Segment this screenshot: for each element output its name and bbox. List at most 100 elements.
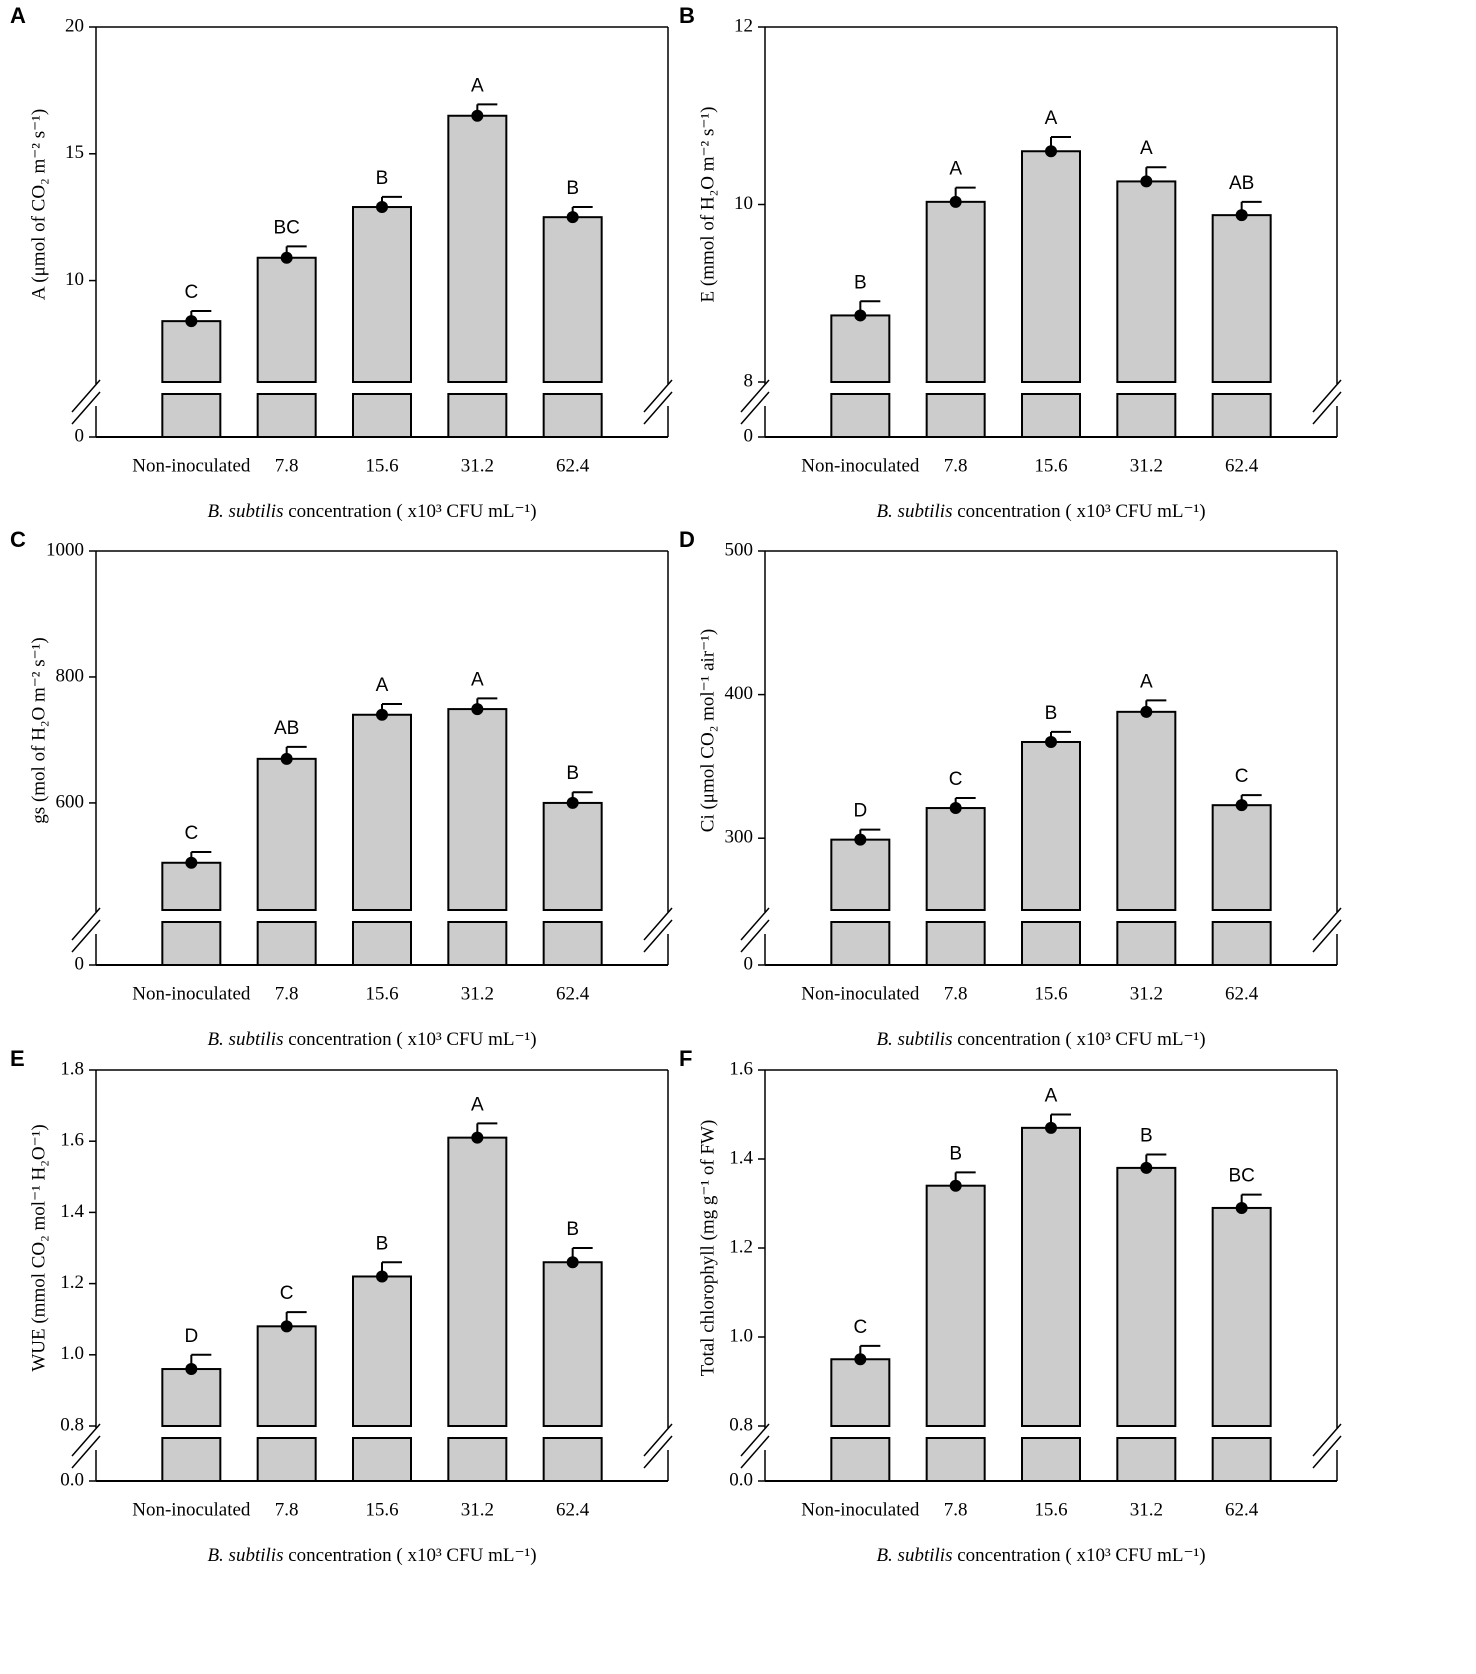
mean-marker bbox=[471, 1131, 484, 1144]
bar bbox=[161, 320, 222, 383]
mean-marker bbox=[1140, 1161, 1153, 1174]
x-axis-label: B. subtilis concentration ( x10³ CFU mL⁻… bbox=[876, 1545, 1205, 1566]
bar-base bbox=[830, 921, 891, 966]
bar-base bbox=[1211, 393, 1272, 438]
bar-base bbox=[161, 393, 222, 438]
significance-letter: BC bbox=[1228, 1166, 1254, 1187]
bar-base bbox=[352, 393, 412, 438]
axis-break bbox=[740, 1435, 770, 1469]
y-axis-label: Total chlorophyll (mg g⁻¹ of FW) bbox=[697, 1120, 718, 1377]
y-axis-label: E (mmol of H₂O m⁻² s⁻¹) bbox=[697, 107, 718, 303]
bar-base bbox=[1116, 393, 1177, 438]
axis-break bbox=[643, 1423, 673, 1457]
significance-letter: A bbox=[1045, 1086, 1058, 1107]
significance-letter: B bbox=[1140, 1126, 1153, 1147]
mean-marker bbox=[376, 201, 388, 214]
x-tick-label: 7.8 bbox=[944, 455, 968, 476]
bar-base bbox=[447, 1437, 508, 1482]
significance-letter: A bbox=[1140, 671, 1153, 692]
panel: A 0 10 15 20 A (μmol of CO₂ m⁻² s⁻¹) B. subtil… bbox=[10, 3, 673, 522]
significance-letter: A bbox=[1045, 108, 1058, 129]
y-tick-label: 1.0 bbox=[729, 1325, 753, 1346]
mean-marker bbox=[949, 1179, 962, 1192]
significance-letter: A bbox=[471, 75, 484, 96]
bar bbox=[542, 216, 603, 383]
mean-marker bbox=[854, 833, 867, 846]
significance-letter: B bbox=[376, 168, 389, 189]
significance-letter: B bbox=[949, 1143, 962, 1164]
x-axis-label-part: concentration ( x10³ CFU mL⁻¹) bbox=[952, 1545, 1205, 1566]
y-tick-label: 1.8 bbox=[60, 1058, 84, 1079]
significance-letter: A bbox=[471, 669, 484, 690]
panel-label: A bbox=[10, 3, 26, 28]
bar bbox=[352, 713, 412, 912]
panel-label: C bbox=[10, 527, 26, 552]
bar bbox=[447, 114, 508, 383]
x-tick-label: Non-inoculated bbox=[801, 983, 920, 1004]
x-tick-label: 7.8 bbox=[275, 1499, 299, 1520]
bar-base bbox=[1021, 921, 1081, 966]
bar bbox=[1116, 180, 1177, 383]
x-tick-label: 62.4 bbox=[556, 1499, 590, 1520]
axis-break bbox=[71, 379, 101, 413]
x-axis-label-part: B. subtilis bbox=[207, 1029, 283, 1050]
axis-break bbox=[71, 1435, 101, 1469]
x-tick-label: Non-inoculated bbox=[801, 1499, 920, 1520]
mean-marker bbox=[1235, 209, 1248, 222]
y-tick-label: 0.0 bbox=[729, 1469, 753, 1490]
bar bbox=[1021, 740, 1081, 911]
axis-break bbox=[1312, 1423, 1342, 1457]
y-tick-label: 1000 bbox=[46, 539, 84, 560]
x-axis-label: B. subtilis concentration ( x10³ CFU mL⁻… bbox=[876, 1029, 1205, 1050]
bar-base bbox=[447, 921, 508, 966]
x-tick-label: 15.6 bbox=[1034, 455, 1067, 476]
x-axis-label-part: concentration ( x10³ CFU mL⁻¹) bbox=[952, 1029, 1205, 1050]
mean-marker bbox=[566, 211, 579, 224]
significance-letter: AB bbox=[1229, 173, 1254, 194]
axis-break bbox=[643, 379, 673, 413]
x-tick-label: 62.4 bbox=[1225, 983, 1259, 1004]
bar-base bbox=[542, 921, 603, 966]
x-tick-label: 31.2 bbox=[1130, 983, 1163, 1004]
bar bbox=[1021, 1126, 1081, 1427]
x-tick-label: 15.6 bbox=[1034, 1499, 1067, 1520]
x-axis-label-part: concentration ( x10³ CFU mL⁻¹) bbox=[283, 501, 536, 522]
significance-letter: B bbox=[1045, 703, 1058, 724]
y-axis-label: WUE (mmol CO₂ mol⁻¹ H₂O⁻¹) bbox=[28, 1124, 49, 1371]
bar-base bbox=[1116, 1437, 1177, 1482]
bar bbox=[161, 861, 222, 912]
mean-marker bbox=[1140, 175, 1153, 188]
axis-break bbox=[71, 919, 101, 953]
x-tick-label: 31.2 bbox=[461, 455, 494, 476]
x-tick-label: 31.2 bbox=[1130, 1499, 1163, 1520]
bar-base bbox=[161, 1437, 222, 1482]
bar bbox=[925, 807, 986, 912]
bar bbox=[925, 1184, 986, 1427]
bar-base bbox=[1021, 1437, 1081, 1482]
mean-marker bbox=[1235, 799, 1248, 812]
panel-label: B bbox=[679, 3, 695, 28]
x-axis-label: B. subtilis concentration ( x10³ CFU mL⁻… bbox=[876, 501, 1205, 522]
y-tick-label: 600 bbox=[56, 791, 85, 812]
axis-break bbox=[740, 907, 770, 941]
axis-break bbox=[740, 379, 770, 413]
axis-break bbox=[643, 391, 673, 425]
significance-letter: B bbox=[376, 1233, 389, 1254]
x-tick-label: 31.2 bbox=[1130, 455, 1163, 476]
significance-letter: C bbox=[1235, 766, 1249, 787]
x-axis-label: B. subtilis concentration ( x10³ CFU mL⁻… bbox=[207, 1545, 536, 1566]
axis-break bbox=[643, 919, 673, 953]
mean-marker bbox=[280, 752, 293, 765]
x-axis-label-part: B. subtilis bbox=[876, 1029, 952, 1050]
y-axis-label: Ci (μmol CO₂ mol⁻¹ air⁻¹) bbox=[697, 629, 718, 832]
bar bbox=[1211, 804, 1272, 911]
y-axis-label: gs (mol of H₂O m⁻² s⁻¹) bbox=[28, 637, 49, 823]
x-tick-label: 31.2 bbox=[461, 1499, 494, 1520]
axis-break bbox=[1312, 1435, 1342, 1469]
panel: F 0.0 0.8 1.0 1.2 1.4 1.6 Total chlorophyll (mg… bbox=[679, 1046, 1342, 1566]
axis-break bbox=[71, 391, 101, 425]
x-tick-label: 15.6 bbox=[365, 455, 398, 476]
x-axis-label: B. subtilis concentration ( x10³ CFU mL⁻… bbox=[207, 501, 536, 522]
x-axis-label-part: B. subtilis bbox=[876, 501, 952, 522]
bar bbox=[1116, 1166, 1177, 1428]
